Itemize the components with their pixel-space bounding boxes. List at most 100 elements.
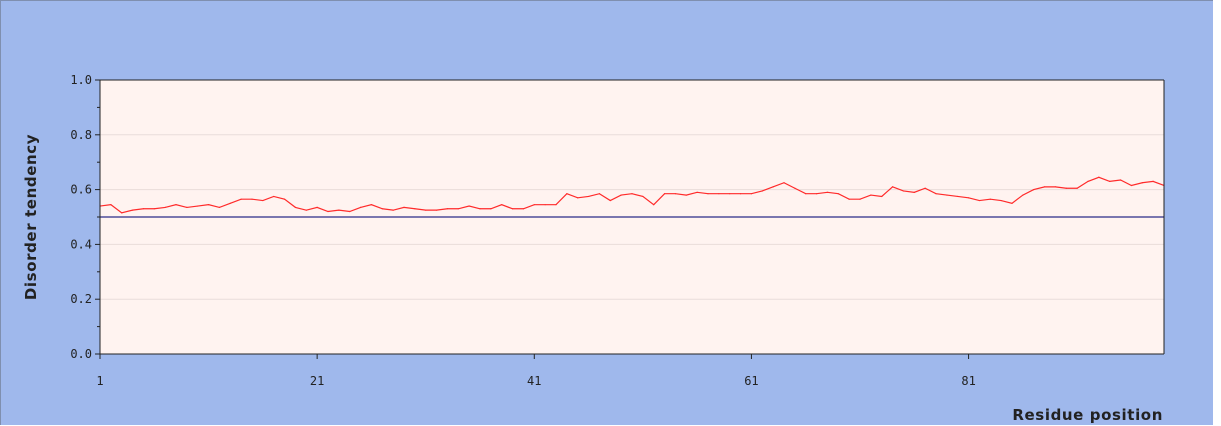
- data-point: [316, 206, 318, 209]
- data-point: [110, 204, 112, 206]
- data-point: [414, 208, 416, 210]
- data-point: [490, 208, 492, 210]
- data-point: [164, 206, 166, 209]
- data-point: [381, 208, 383, 210]
- data-point: [1152, 180, 1154, 182]
- data-point: [631, 193, 633, 195]
- data-point: [1109, 180, 1111, 182]
- data-point: [294, 206, 297, 209]
- data-point: [620, 194, 622, 196]
- data-point: [761, 190, 763, 192]
- data-point: [1000, 199, 1002, 202]
- x-tick-label: 81: [961, 374, 975, 388]
- data-point: [197, 205, 199, 207]
- data-point: [1043, 186, 1046, 188]
- data-point: [642, 195, 644, 198]
- data-point: [772, 186, 774, 188]
- y-tick-label: 0.0: [70, 347, 92, 361]
- data-point: [794, 187, 796, 189]
- data-point: [663, 193, 666, 195]
- data-point: [707, 193, 709, 195]
- data-point: [967, 197, 970, 199]
- data-point: [902, 190, 905, 192]
- data-point: [870, 194, 872, 196]
- data-point: [186, 206, 188, 209]
- data-point: [805, 193, 807, 195]
- x-tick-label: 41: [527, 374, 541, 388]
- data-point: [229, 202, 231, 204]
- y-ticks: 0.0 0.2 0.4 0.6 0.8 1.0: [70, 73, 100, 361]
- data-point: [935, 193, 937, 195]
- data-point: [1141, 182, 1143, 184]
- data-point: [349, 210, 351, 213]
- y-tick-label: 0.8: [70, 128, 92, 142]
- data-point: [859, 198, 861, 200]
- data-point: [566, 193, 568, 195]
- data-point: [837, 193, 839, 195]
- data-point: [511, 208, 514, 210]
- data-point: [359, 206, 362, 209]
- data-point: [327, 210, 329, 213]
- data-point: [826, 191, 829, 193]
- data-point: [1098, 176, 1100, 178]
- data-point: [783, 182, 785, 184]
- data-point: [468, 205, 470, 207]
- data-point: [1119, 179, 1122, 181]
- data-point: [653, 204, 655, 206]
- y-axis-title: Disorder tendency: [22, 134, 40, 300]
- data-point: [815, 193, 818, 195]
- data-point: [989, 198, 991, 200]
- data-point: [577, 197, 579, 199]
- data-point: [729, 193, 731, 195]
- data-point: [848, 198, 850, 200]
- data-point: [1065, 187, 1067, 189]
- data-point: [207, 204, 210, 206]
- y-tick-label: 0.6: [70, 183, 92, 197]
- data-point: [1011, 202, 1013, 204]
- data-point: [739, 193, 742, 195]
- data-point: [881, 195, 883, 198]
- data-point: [533, 204, 535, 206]
- data-point: [609, 199, 611, 202]
- data-point: [338, 209, 340, 211]
- data-point: [435, 209, 438, 211]
- data-point: [946, 194, 948, 196]
- y-tick-label: 0.2: [70, 292, 92, 306]
- data-point: [142, 208, 145, 210]
- data-point: [718, 193, 720, 195]
- data-point: [425, 209, 427, 211]
- x-tick-label: 21: [310, 374, 324, 388]
- x-axis-title: Residue position: [1012, 406, 1163, 424]
- data-point: [750, 193, 753, 195]
- data-point: [555, 204, 557, 206]
- data-point: [153, 208, 155, 210]
- data-point: [403, 206, 405, 209]
- data-point: [1022, 194, 1024, 196]
- x-tick-label: 61: [744, 374, 758, 388]
- y-tick-label: 0.4: [70, 237, 92, 251]
- data-point: [1087, 180, 1089, 182]
- y-tick-label: 1.0: [70, 73, 92, 87]
- data-point: [957, 195, 959, 198]
- data-point: [501, 204, 503, 206]
- data-point: [479, 208, 481, 210]
- data-point: [522, 208, 525, 210]
- data-point: [370, 204, 373, 206]
- data-points: [99, 176, 1165, 214]
- data-point: [1054, 186, 1057, 188]
- data-point: [175, 204, 177, 206]
- data-point: [1076, 187, 1078, 189]
- data-point: [392, 209, 394, 211]
- data-point: [696, 191, 698, 193]
- data-point: [131, 209, 134, 211]
- data-point: [1033, 189, 1035, 191]
- data-point: [674, 193, 677, 195]
- data-point: [446, 208, 449, 210]
- data-point: [913, 191, 915, 193]
- data-point: [121, 212, 123, 214]
- data-point: [924, 187, 926, 189]
- data-point: [251, 198, 253, 200]
- data-point: [1130, 184, 1133, 187]
- data-point: [283, 198, 286, 200]
